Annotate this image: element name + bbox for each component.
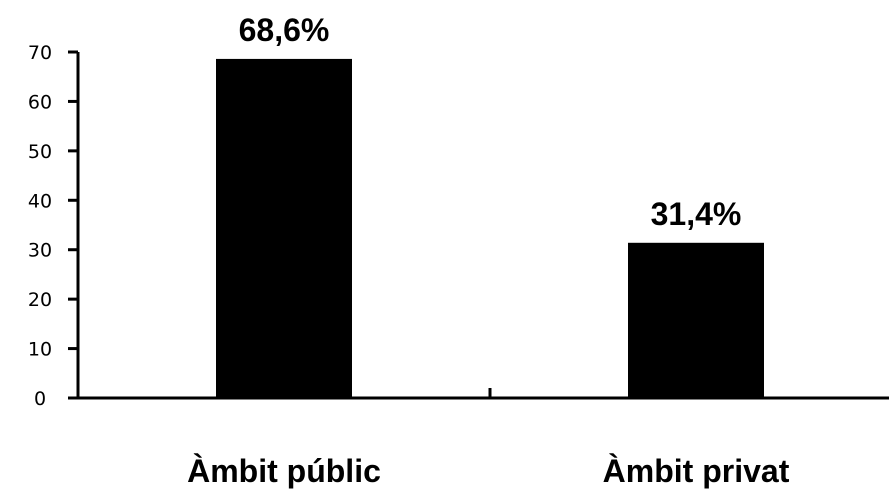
labels: 68,6% Àmbit públic 31,4% Àmbit privat (187, 12, 790, 489)
data-label: 68,6% (239, 12, 330, 48)
bar (628, 242, 764, 398)
data-label: 31,4% (651, 196, 742, 232)
y-tick-label: 40 (28, 190, 52, 212)
y-axis: 0 10 20 30 40 50 60 70 (28, 42, 80, 410)
x-axis (78, 388, 889, 400)
y-tick-label: 20 (28, 289, 52, 311)
y-tick-label: 70 (28, 42, 52, 64)
category-label: Àmbit privat (603, 453, 790, 489)
category-label: Àmbit públic (187, 453, 381, 489)
bar (216, 58, 352, 399)
y-tick-label: 10 (28, 339, 52, 361)
bars (216, 58, 764, 399)
y-tick-label: 30 (28, 240, 52, 262)
y-tick-label: 60 (28, 91, 52, 113)
y-tick-label: 0 (34, 388, 46, 410)
y-tick-label: 50 (28, 141, 52, 163)
